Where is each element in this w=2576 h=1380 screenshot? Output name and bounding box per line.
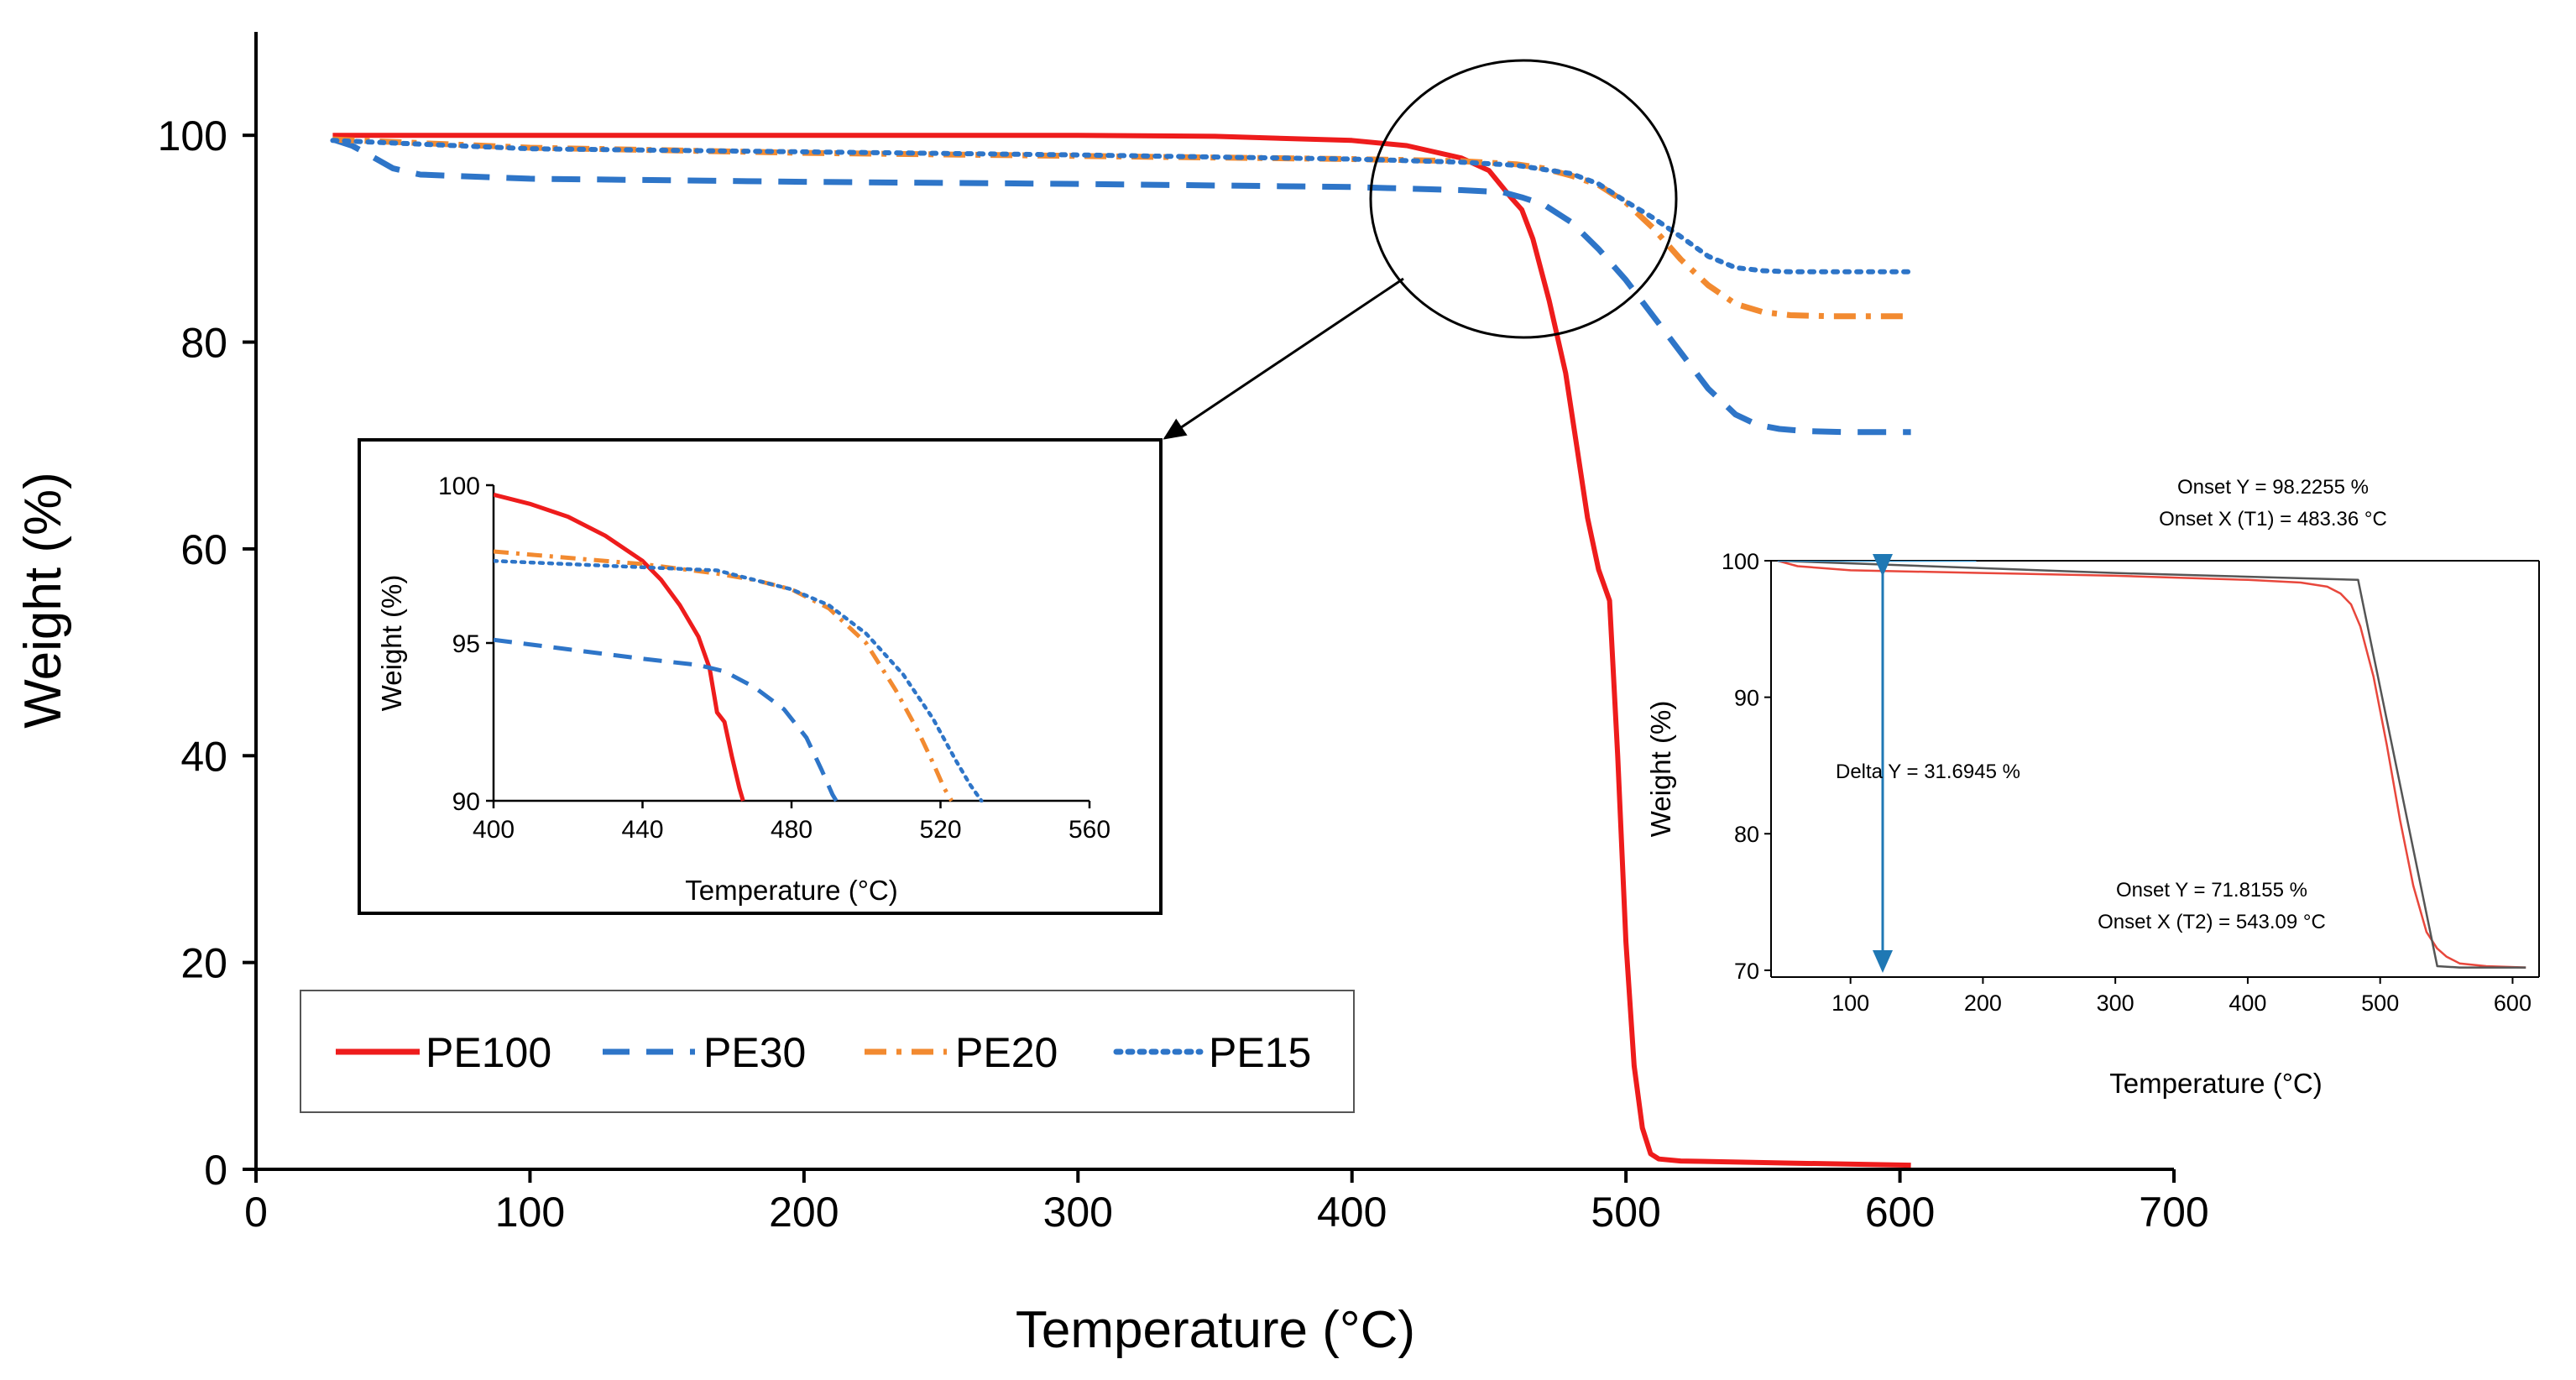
inset1-y-ticks: 90 95 100 bbox=[438, 473, 494, 816]
legend: PE100 PE30 PE20 PE15 bbox=[300, 990, 1355, 1113]
inset2-x-axis-label: Temperature (°C) bbox=[2109, 1068, 2322, 1099]
inset2-y-tick-label: 90 bbox=[1734, 686, 1759, 711]
inset1-y-axis-label: Weight (%) bbox=[376, 575, 407, 712]
onset-y1-annotation: Onset Y = 98.2255 % bbox=[2177, 476, 2369, 499]
inset2-x-ticks: 100 200 300 400 500 600 bbox=[1831, 977, 2532, 1016]
inset2-y-tick-label: 100 bbox=[1722, 549, 1759, 574]
inset1-x-tick-label: 560 bbox=[1069, 816, 1110, 844]
main-x-tick-label: 0 bbox=[244, 1189, 268, 1236]
inset2-x-tick-label: 600 bbox=[2494, 991, 2532, 1016]
inset1-series-pe100 bbox=[494, 492, 745, 802]
legend-label-pe15: PE15 bbox=[1209, 1029, 1311, 1076]
main-x-tick-label: 400 bbox=[1317, 1189, 1387, 1236]
inset2-y-tick-label: 80 bbox=[1734, 822, 1759, 847]
zoom-pointer-arrow bbox=[1163, 277, 1404, 440]
main-series-group bbox=[330, 133, 1914, 1168]
inset1-x-axis-label: Temperature (°C) bbox=[685, 875, 897, 906]
zoom-circle bbox=[1369, 59, 1678, 339]
inset1-series-group bbox=[494, 492, 984, 802]
inset2-y-tick-label: 70 bbox=[1734, 959, 1759, 984]
inset2-x-tick-label: 400 bbox=[2229, 991, 2266, 1016]
main-x-tick-label: 300 bbox=[1043, 1189, 1113, 1236]
inset1-series-pe30 bbox=[494, 637, 839, 802]
main-x-tick-label: 200 bbox=[769, 1189, 839, 1236]
main-series-pe15 bbox=[330, 138, 1914, 274]
inset1-y-tick-label: 95 bbox=[452, 630, 480, 658]
inset2-x-tick-label: 300 bbox=[2097, 991, 2134, 1016]
onset-inset: 100 200 300 400 500 600 70 80 90 100 Temperature… bbox=[1645, 463, 2563, 1118]
inset1-x-ticks: 400 440 480 520 560 bbox=[473, 801, 1110, 844]
inset2-y-axis-label: Weight (%) bbox=[1645, 701, 1676, 838]
inset1-y-tick-label: 90 bbox=[452, 788, 480, 816]
zoom-inset: 400 440 480 520 560 90 95 100 Temperature (°C)… bbox=[358, 438, 1163, 915]
main-y-tick-label: 40 bbox=[180, 733, 227, 780]
inset1-x-tick-label: 440 bbox=[621, 816, 663, 844]
delta-y-annotation: Delta Y = 31.6945 % bbox=[1836, 761, 2020, 783]
legend-label-pe100: PE100 bbox=[426, 1029, 551, 1076]
main-x-tick-label: 100 bbox=[495, 1189, 565, 1236]
inset1-series-pe20 bbox=[494, 549, 954, 802]
main-y-tick-label: 20 bbox=[180, 940, 227, 987]
main-y-axis-label: Weight (%) bbox=[14, 472, 72, 729]
main-y-ticks: 0 20 40 60 80 100 bbox=[158, 112, 256, 1194]
legend-label-pe30: PE30 bbox=[703, 1029, 806, 1076]
main-x-axis-label: Temperature (°C) bbox=[1016, 1301, 1415, 1359]
main-chart: 0 100 200 300 400 500 600 700 0 20 40 60 80 100 Temp… bbox=[14, 32, 2209, 1359]
onset-y2-annotation: Onset Y = 71.8155 % bbox=[2116, 879, 2307, 902]
inset2-series-1 bbox=[1777, 561, 2526, 969]
inset2-y-ticks: 70 80 90 100 bbox=[1722, 549, 1771, 984]
main-x-tick-label: 500 bbox=[1591, 1189, 1660, 1236]
main-series-pe100 bbox=[332, 133, 1911, 1168]
legend-label-pe20: PE20 bbox=[955, 1029, 1058, 1076]
inset2-x-tick-label: 200 bbox=[1964, 991, 2002, 1016]
inset1-x-tick-label: 480 bbox=[771, 816, 813, 844]
inset2-series-group bbox=[1777, 561, 2526, 969]
main-y-tick-label: 100 bbox=[158, 112, 227, 159]
inset2-x-tick-label: 100 bbox=[1831, 991, 1869, 1016]
onset-x1-annotation: Onset X (T1) = 483.36 °C bbox=[2159, 508, 2387, 531]
inset1-x-tick-label: 520 bbox=[919, 816, 961, 844]
main-y-tick-label: 60 bbox=[180, 526, 227, 573]
main-x-tick-label: 600 bbox=[1865, 1189, 1935, 1236]
onset-x2-annotation: Onset X (T2) = 543.09 °C bbox=[2098, 911, 2326, 933]
main-y-tick-label: 0 bbox=[204, 1147, 227, 1194]
main-series-pe30 bbox=[332, 136, 1911, 436]
inset2-x-tick-label: 500 bbox=[2361, 991, 2399, 1016]
main-series-pe20 bbox=[332, 136, 1911, 320]
inset2-series-2 bbox=[1777, 561, 2526, 969]
main-x-tick-label: 700 bbox=[2139, 1189, 2208, 1236]
inset1-x-tick-label: 400 bbox=[473, 816, 515, 844]
main-x-ticks: 0 100 200 300 400 500 600 700 bbox=[244, 1169, 2209, 1236]
main-y-tick-label: 80 bbox=[180, 320, 227, 367]
inset1-series-pe15 bbox=[494, 558, 984, 802]
inset1-y-tick-label: 100 bbox=[438, 473, 480, 500]
